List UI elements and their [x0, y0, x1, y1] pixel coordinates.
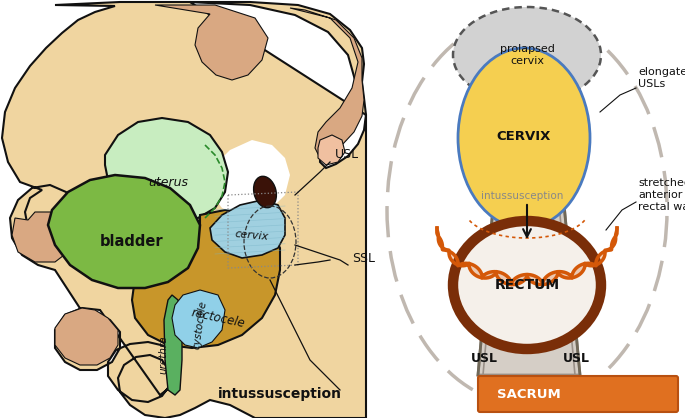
Text: RECTUM: RECTUM — [495, 278, 560, 292]
Text: elongated
USLs: elongated USLs — [638, 67, 685, 89]
Polygon shape — [210, 200, 285, 258]
Polygon shape — [172, 290, 225, 348]
Text: intussusception: intussusception — [481, 191, 563, 201]
Text: cervix: cervix — [235, 229, 269, 242]
Polygon shape — [2, 2, 366, 418]
Text: bladder: bladder — [100, 234, 164, 250]
Text: cystocele: cystocele — [192, 300, 208, 350]
Polygon shape — [55, 308, 118, 365]
Text: USL: USL — [562, 352, 590, 365]
Polygon shape — [164, 295, 182, 395]
Polygon shape — [132, 210, 280, 348]
Ellipse shape — [453, 7, 601, 103]
Polygon shape — [290, 8, 364, 158]
Text: SACRUM: SACRUM — [497, 387, 561, 400]
Text: urethra: urethra — [158, 336, 168, 374]
Text: USL: USL — [335, 148, 359, 161]
Text: stretched
anterior
rectal wall: stretched anterior rectal wall — [638, 178, 685, 212]
Text: USL: USL — [471, 352, 497, 365]
Polygon shape — [155, 5, 268, 80]
Polygon shape — [48, 175, 200, 288]
FancyBboxPatch shape — [478, 376, 678, 412]
Ellipse shape — [253, 176, 277, 208]
Ellipse shape — [453, 221, 601, 349]
Polygon shape — [105, 118, 228, 222]
Polygon shape — [478, 108, 580, 375]
Polygon shape — [318, 135, 345, 165]
Polygon shape — [210, 140, 290, 215]
Text: rectocele: rectocele — [190, 306, 246, 330]
Polygon shape — [234, 148, 282, 198]
Polygon shape — [12, 212, 72, 262]
Text: prolapsed
cervix: prolapsed cervix — [499, 44, 554, 66]
Text: CERVIX: CERVIX — [497, 130, 551, 143]
Ellipse shape — [458, 48, 590, 228]
Text: uterus: uterus — [148, 176, 188, 189]
Polygon shape — [437, 228, 617, 285]
Text: intussusception: intussusception — [218, 387, 342, 401]
Text: SSL: SSL — [352, 252, 375, 265]
